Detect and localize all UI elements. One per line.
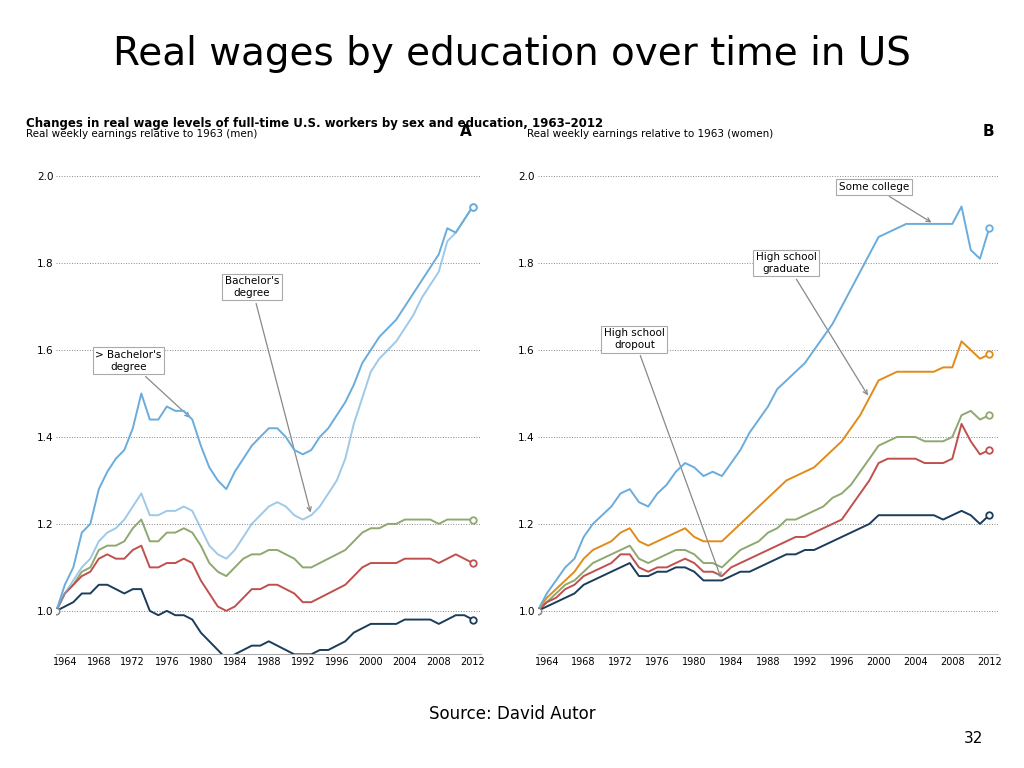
Text: High school
dropout: High school dropout: [604, 329, 721, 577]
Text: Changes in real wage levels of full-time U.S. workers by sex and education, 1963: Changes in real wage levels of full-time…: [26, 117, 603, 130]
Point: [465, 200, 481, 213]
Point: [465, 200, 481, 213]
Text: > Bachelor's
degree: > Bachelor's degree: [95, 350, 189, 417]
Point: [981, 444, 997, 456]
Text: Real wages by education over time in US: Real wages by education over time in US: [113, 35, 911, 72]
Text: Source: David Autor: Source: David Autor: [429, 705, 595, 723]
Point: [465, 614, 481, 626]
Text: B: B: [982, 124, 994, 140]
Point: [465, 557, 481, 569]
Text: High school
graduate: High school graduate: [756, 252, 867, 394]
Text: Real weekly earnings relative to 1963 (men): Real weekly earnings relative to 1963 (m…: [26, 129, 257, 139]
Point: [48, 604, 65, 617]
Point: [981, 348, 997, 360]
Point: [465, 514, 481, 526]
Text: Real weekly earnings relative to 1963 (women): Real weekly earnings relative to 1963 (w…: [527, 129, 773, 139]
Point: [981, 222, 997, 234]
Text: 32: 32: [964, 731, 983, 746]
Text: A: A: [460, 124, 472, 140]
Point: [981, 509, 997, 521]
Text: Some college: Some college: [839, 182, 931, 222]
Point: [529, 604, 546, 617]
Text: Bachelor's
degree: Bachelor's degree: [224, 276, 311, 511]
Point: [981, 409, 997, 422]
